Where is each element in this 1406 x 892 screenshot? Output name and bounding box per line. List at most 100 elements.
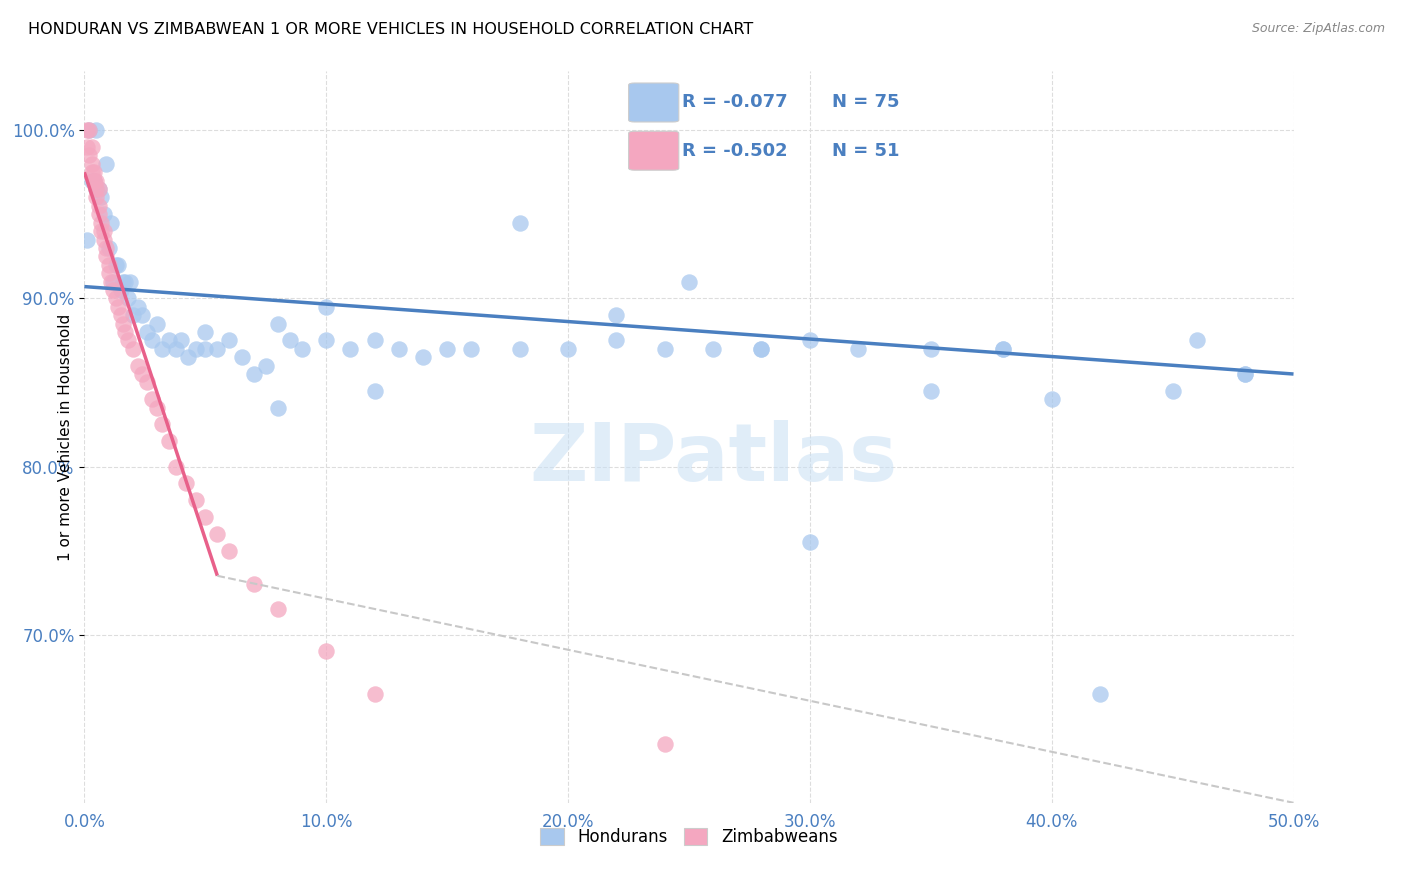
Point [93,224,115,238]
Point [136,376,159,390]
Point [104,291,127,305]
Point [654,342,676,356]
Text: ZIPatlas: ZIPatlas [529,420,897,498]
Point [1088,686,1111,700]
Point [103,275,125,289]
Point [127,359,149,373]
Point [77,123,100,137]
Point [141,334,163,348]
Point [87,182,110,196]
Point [702,342,724,356]
Point [100,216,122,230]
Point [920,384,942,398]
Point [177,350,200,364]
Point [90,224,112,238]
Point [97,241,120,255]
Point [93,207,115,221]
Point [278,334,301,348]
Point [86,190,108,204]
Point [605,308,627,322]
Point [605,334,627,348]
Point [87,207,110,221]
Point [83,174,105,188]
Point [291,342,314,356]
Point [90,216,112,230]
Point [654,737,676,751]
Point [1234,367,1257,381]
Point [107,300,129,314]
Point [436,342,458,356]
Point [846,342,869,356]
Text: R = -0.077: R = -0.077 [682,94,787,112]
Point [412,350,434,364]
Point [100,275,122,289]
Point [94,249,117,263]
Point [93,233,115,247]
Point [194,510,217,524]
Point [242,577,264,591]
Point [1040,392,1063,407]
Point [76,123,98,137]
Point [799,535,821,549]
Point [165,459,187,474]
Point [194,325,217,339]
Point [363,384,385,398]
Point [267,401,290,415]
Point [157,334,180,348]
Legend: Hondurans, Zimbabweans: Hondurans, Zimbabweans [534,822,844,853]
Point [77,148,100,162]
Point [315,644,337,658]
FancyBboxPatch shape [628,83,679,122]
Point [141,392,163,407]
Point [76,233,98,247]
Point [267,602,290,616]
Point [136,325,159,339]
Point [83,174,105,188]
Point [112,275,135,289]
Point [83,165,105,179]
Point [94,157,117,171]
Point [157,434,180,449]
Point [174,476,197,491]
Point [87,182,110,196]
Point [121,308,143,322]
Text: HONDURAN VS ZIMBABWEAN 1 OR MORE VEHICLES IN HOUSEHOLD CORRELATION CHART: HONDURAN VS ZIMBABWEAN 1 OR MORE VEHICLE… [28,22,754,37]
Point [315,300,337,314]
Point [194,342,217,356]
Text: R = -0.502: R = -0.502 [682,142,787,160]
Point [460,342,482,356]
Point [117,334,139,348]
Point [388,342,411,356]
Point [120,275,142,289]
Point [80,140,103,154]
Point [218,543,240,558]
Point [112,317,135,331]
Point [231,350,253,364]
Point [80,165,103,179]
Point [165,342,187,356]
Text: Source: ZipAtlas.com: Source: ZipAtlas.com [1251,22,1385,36]
Point [103,283,125,297]
Point [86,123,108,137]
Point [751,342,773,356]
Text: N = 51: N = 51 [832,142,900,160]
Point [1161,384,1184,398]
Point [86,182,108,196]
Point [150,417,173,432]
Point [363,686,385,700]
Point [86,182,108,196]
Point [363,334,385,348]
Point [218,334,240,348]
Point [83,174,105,188]
Point [110,308,132,322]
Text: N = 75: N = 75 [832,94,900,112]
Point [339,342,361,356]
Point [993,342,1015,356]
Point [509,216,531,230]
Point [315,334,337,348]
Point [131,308,153,322]
Point [76,140,98,154]
Y-axis label: 1 or more Vehicles in Household: 1 or more Vehicles in Household [58,313,73,561]
Point [557,342,579,356]
Point [94,241,117,255]
